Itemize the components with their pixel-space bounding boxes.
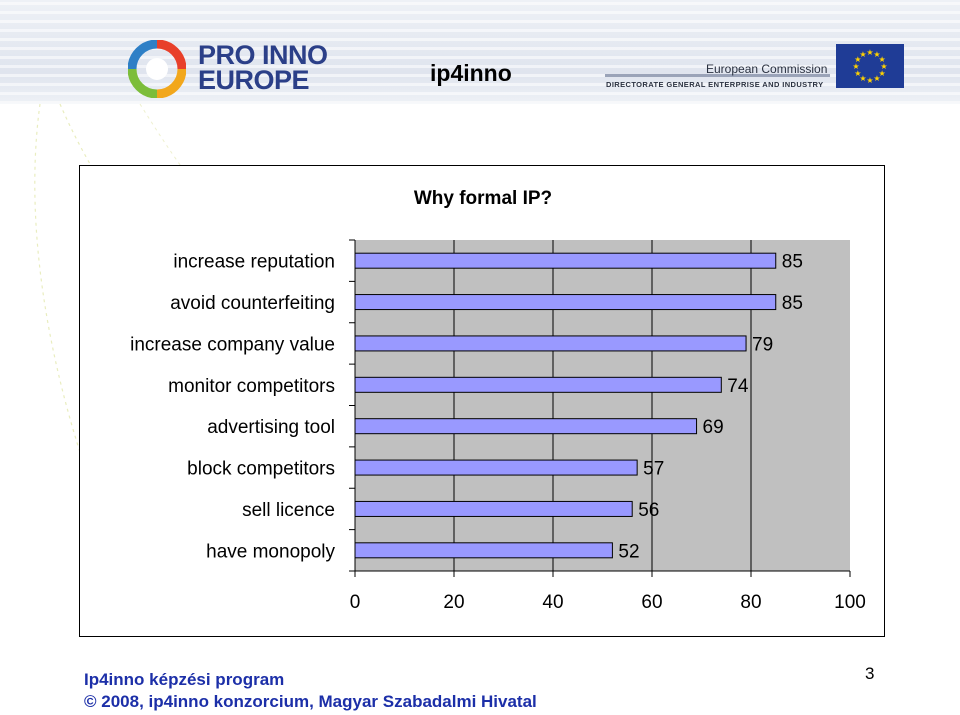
logo-text-line1: PRO INNO [198,40,328,70]
logo-text-line2: EUROPE [198,65,310,95]
category-label: block competitors [187,459,335,480]
value-label: 74 [727,376,749,397]
x-tick-label: 80 [740,592,761,613]
chart-frame: Why formal IP? 0 20 40 60 80 100 increase repu… [79,165,885,637]
svg-text:★: ★ [873,50,880,59]
bar [354,294,777,311]
plot-area [355,240,850,571]
pro-inno-europe-logo-icon [128,40,186,98]
eu-flag-icon: ★★★★★★★★★ ★ ★★ [836,44,904,88]
header-stripes [0,0,960,104]
svg-text:★: ★ [879,69,886,78]
svg-text:★: ★ [880,62,887,71]
bar [354,542,613,559]
bar [354,376,722,393]
svg-text:★: ★ [866,48,873,57]
logo-text: PRO INNO EUROPE [198,40,328,95]
bar [354,335,747,352]
x-tick-label: 40 [542,592,563,613]
svg-text:★: ★ [879,55,886,64]
svg-text:★: ★ [859,74,866,83]
category-label: monitor competitors [168,376,335,397]
category-label: have monopoly [206,541,335,562]
svg-text:★: ★ [854,55,861,64]
footer-copyright: © 2008, ip4inno konzorcium, Magyar Szaba… [84,692,537,711]
value-label: 85 [782,252,803,273]
value-label: 69 [703,417,724,438]
ec-divider [605,74,830,77]
x-tick-label: 0 [350,592,361,613]
category-label: advertising tool [207,417,335,438]
category-label: increase reputation [173,252,335,273]
category-label: avoid counterfeiting [170,293,335,314]
category-label: sell licence [242,500,335,521]
ec-name: European Commission [706,62,828,76]
svg-text:★: ★ [873,74,880,83]
chart-title: Why formal IP? [414,188,552,209]
bar [354,418,698,435]
page-number: 3 [865,664,875,683]
value-label: 56 [638,500,659,521]
value-label: 79 [752,334,773,355]
value-label: 85 [782,293,803,314]
ec-subtitle: DIRECTORATE GENERAL ENTERPRISE AND INDUS… [606,80,824,89]
category-label: increase company value [130,334,335,355]
svg-text:★: ★ [866,76,873,85]
bar-chart: Why formal IP? 0 20 40 60 80 100 increase repu… [130,188,866,613]
value-label: 57 [643,459,664,480]
x-tick-label: 100 [834,592,866,613]
svg-text:★: ★ [854,69,861,78]
footer-program: Ip4inno képzési program [84,670,285,689]
svg-text:★: ★ [852,62,859,71]
bar [354,500,633,517]
x-tick-label: 20 [443,592,464,613]
value-label: 52 [618,541,639,562]
page-title: ip4inno [430,60,512,86]
bar [354,252,777,269]
bar [354,459,638,476]
x-tick-label: 60 [641,592,662,613]
svg-text:★: ★ [859,50,866,59]
